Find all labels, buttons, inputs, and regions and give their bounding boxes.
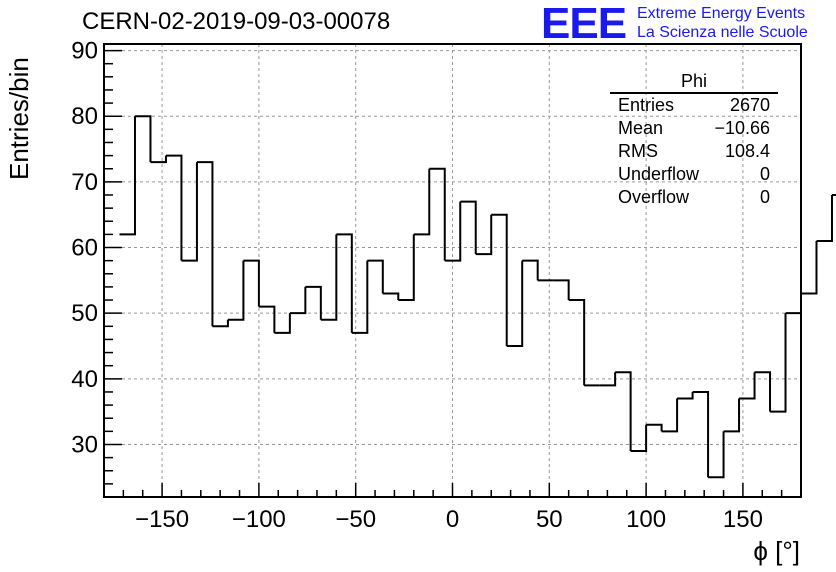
histogram-bin bbox=[553, 279, 570, 301]
histogram-bin bbox=[770, 313, 787, 413]
stats-row: Overflow 0 bbox=[610, 186, 778, 209]
stats-value: 0 bbox=[759, 164, 770, 184]
plot-frame bbox=[103, 43, 802, 498]
y-tick-label: 40 bbox=[71, 366, 98, 393]
chart-title: CERN-02-2019-09-03-00078 bbox=[82, 8, 391, 35]
histogram-bin bbox=[181, 162, 198, 262]
y-tick-label: 90 bbox=[71, 38, 98, 65]
x-tick-label: 100 bbox=[626, 506, 666, 533]
histogram-bin bbox=[506, 260, 524, 347]
stats-title: Phi bbox=[610, 70, 778, 94]
stats-value: 2670 bbox=[729, 95, 770, 115]
histogram-bin bbox=[831, 194, 836, 196]
histogram-bin bbox=[801, 240, 818, 295]
histogram-bin bbox=[754, 371, 772, 412]
y-tick-label: 60 bbox=[71, 235, 98, 262]
histogram-bin bbox=[692, 390, 710, 478]
histogram-bin bbox=[258, 305, 276, 333]
stats-row: Underflow 0 bbox=[610, 163, 778, 186]
histogram-bin bbox=[599, 372, 617, 387]
histogram-bin bbox=[429, 167, 446, 261]
histogram-bin bbox=[119, 116, 136, 236]
stats-row: RMS 108.4 bbox=[610, 140, 778, 163]
histogram-bin bbox=[816, 195, 833, 242]
histogram-bin bbox=[398, 234, 415, 302]
histogram-bin bbox=[475, 214, 493, 256]
x-tick-label: 0 bbox=[446, 506, 459, 533]
histogram-bin bbox=[351, 260, 369, 334]
stats-row: Entries 2670 bbox=[610, 94, 778, 117]
y-tick-label: 80 bbox=[71, 103, 98, 130]
histogram-bin bbox=[630, 424, 648, 453]
stats-value: 108.4 bbox=[724, 141, 770, 161]
histogram-bin bbox=[785, 293, 802, 315]
histogram-bin bbox=[460, 200, 477, 255]
histogram-bin bbox=[382, 292, 400, 301]
x-tick-label: 150 bbox=[723, 506, 763, 533]
histogram-bin bbox=[413, 168, 431, 236]
y-tick-label: 50 bbox=[71, 300, 98, 327]
y-axis-label: Entries/bin bbox=[4, 57, 34, 180]
y-tick-label: 70 bbox=[71, 169, 98, 196]
histogram-bin bbox=[150, 155, 167, 164]
histogram-bin bbox=[289, 286, 307, 315]
stats-label: Entries bbox=[618, 95, 675, 115]
histogram-bin bbox=[491, 213, 508, 346]
histogram-bin bbox=[444, 201, 462, 262]
histogram-bin bbox=[739, 372, 756, 400]
eee-logo: EEE bbox=[541, 0, 627, 48]
histogram-bin bbox=[305, 285, 322, 320]
histogram-bin bbox=[522, 259, 539, 281]
logo-line-1: Extreme Energy Events bbox=[637, 5, 806, 22]
histogram-bin bbox=[723, 398, 741, 433]
histogram-bin bbox=[646, 423, 663, 432]
histogram-bin bbox=[677, 391, 694, 400]
stats-label: Overflow bbox=[618, 187, 690, 207]
histogram-bin bbox=[661, 398, 679, 433]
x-tick-label: 50 bbox=[536, 506, 563, 533]
histogram-bin bbox=[708, 431, 725, 479]
histogram-bin bbox=[227, 260, 245, 321]
histogram-bin bbox=[165, 154, 183, 261]
y-tick-label: 30 bbox=[71, 431, 98, 458]
histogram-bin bbox=[615, 371, 632, 452]
stats-value: −10.66 bbox=[714, 118, 770, 138]
x-tick-label: −100 bbox=[232, 506, 286, 533]
x-tick-label: −50 bbox=[335, 506, 376, 533]
histogram-bin bbox=[336, 233, 353, 333]
stats-value: 0 bbox=[759, 187, 770, 207]
histogram-bin bbox=[274, 313, 291, 334]
stats-label: Underflow bbox=[618, 164, 700, 184]
stats-label: Mean bbox=[618, 118, 664, 138]
histogram-bin bbox=[568, 299, 586, 386]
histogram-bin bbox=[196, 161, 214, 327]
stats-box: Phi Entries 2670 Mean −10.66 RMS 108.4 Unde… bbox=[610, 70, 778, 209]
histogram-bin bbox=[134, 115, 152, 163]
logo-caption: Extreme Energy Events La Scienza nelle S… bbox=[637, 4, 808, 42]
x-tick-label: −150 bbox=[135, 506, 189, 533]
histogram-bin bbox=[243, 259, 260, 307]
stats-label: RMS bbox=[618, 141, 658, 161]
histogram-bin bbox=[212, 319, 229, 328]
histogram-bin bbox=[367, 259, 384, 294]
logo-line-2: La Scienza nelle Scuole bbox=[637, 24, 808, 41]
histogram-bin bbox=[320, 234, 338, 321]
x-axis-label: ϕ [°] bbox=[753, 536, 800, 566]
stats-row: Mean −10.66 bbox=[610, 117, 778, 140]
